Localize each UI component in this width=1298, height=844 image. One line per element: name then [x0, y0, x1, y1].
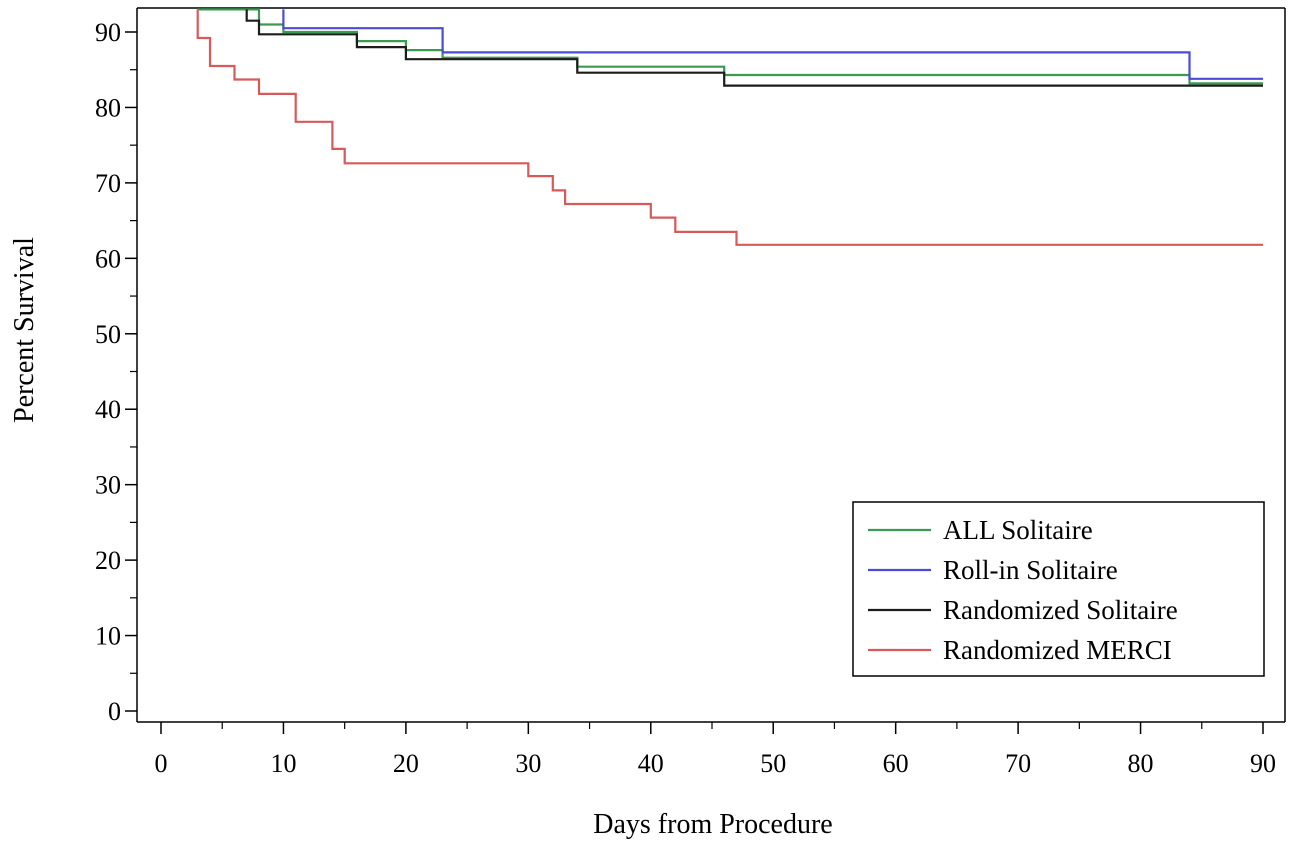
- y-axis: 0 10 20 30 40 50 60 70 80 90: [95, 18, 137, 726]
- y-tick-label: 50: [95, 320, 121, 349]
- legend-label: ALL Solitaire: [943, 515, 1093, 545]
- x-tick-label: 20: [393, 749, 419, 778]
- y-tick-label: 60: [95, 244, 121, 273]
- plot-frame: [136, 7, 1286, 723]
- series-line-roll-in-solitaire: [282, 9, 1263, 80]
- y-tick-label: 30: [95, 471, 121, 500]
- y-tick-label: 10: [95, 622, 121, 651]
- x-tick-label: 0: [155, 749, 168, 778]
- y-tick-label: 20: [95, 546, 121, 575]
- x-tick-label: 60: [883, 749, 909, 778]
- x-axis-title: Days from Procedure: [593, 809, 832, 840]
- x-tick-label: 50: [760, 749, 786, 778]
- y-tick-label: 0: [108, 697, 121, 726]
- y-tick-label: 40: [95, 395, 121, 424]
- series-layer: [196, 8, 1263, 246]
- legend-label: Randomized MERCI: [943, 635, 1172, 665]
- y-axis-title: Percent Survival: [9, 237, 40, 423]
- x-tick-label: 80: [1128, 749, 1154, 778]
- legend-label: Roll-in Solitaire: [943, 555, 1118, 585]
- x-tick-label: 90: [1250, 749, 1276, 778]
- series-line-randomized-solitaire: [245, 9, 1263, 87]
- x-tick-label: 70: [1005, 749, 1031, 778]
- y-tick-label: 90: [95, 18, 121, 47]
- x-tick-label: 30: [515, 749, 541, 778]
- x-tick-label: 10: [270, 749, 296, 778]
- legend-label: Randomized Solitaire: [943, 595, 1178, 625]
- x-axis: 0 10 20 30 40 50 60 70 80 90: [155, 722, 1276, 778]
- y-tick-label: 80: [95, 93, 121, 122]
- series-line-randomized-merci: [196, 9, 1263, 246]
- y-tick-label: 70: [95, 169, 121, 198]
- series-line-all-solitaire: [197, 8, 1263, 85]
- x-tick-label: 40: [638, 749, 664, 778]
- legend: ALL Solitaire Roll-in Solitaire Randomized…: [852, 501, 1265, 677]
